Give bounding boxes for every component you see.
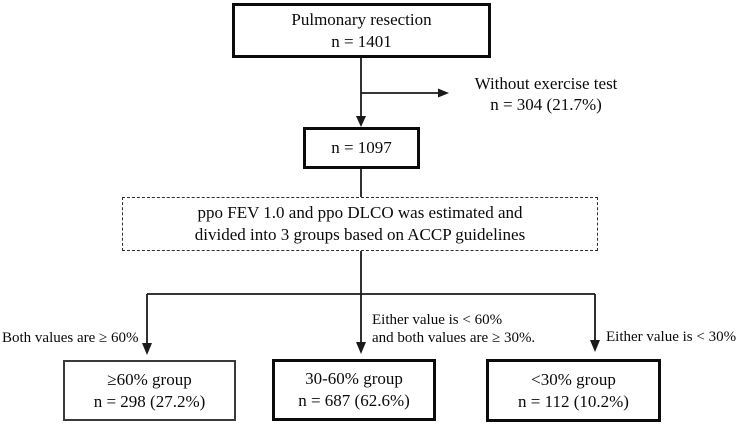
node-pulmonary-title: Pulmonary resection [291,9,432,29]
node-cohort-count: n = 1097 [331,138,392,158]
node-pulmonary-resection: Pulmonary resection n = 1401 [232,3,491,58]
branch-label-either-lt-60-line2: and both values are ≥ 30%. [372,330,536,346]
branch-label-either-lt-30: Either value is < 30% [606,329,737,345]
note-exclusion-count: n = 304 (21.7%) [490,95,602,114]
node-group-ge60-title: ≥60% group [107,369,192,389]
node-pulmonary-count: n = 1401 [331,31,392,51]
branch-label-both-ge-60: Both values are ≥ 60% [2,330,139,346]
node-group-lt30-count: n = 112 (10.2%) [518,391,629,411]
node-group-30-60-count: n = 687 (62.6%) [298,391,410,410]
arrowhead-down-middle [356,342,366,354]
node-group-lt30: <30% group n = 112 (10.2%) [486,359,661,422]
node-cohort: n = 1097 [303,127,420,169]
arrowhead-down-cohort [356,116,366,127]
node-criteria: ppo FEV 1.0 and ppo DLCO was estimated a… [122,197,598,251]
branch-label-either-lt-60: Either value is < 60% and both values ar… [372,311,535,347]
arrowhead-down-right [590,340,600,352]
node-criteria-line1: ppo FEV 1.0 and ppo DLCO was estimated a… [197,203,523,223]
node-group-ge60-count: n = 298 (27.2%) [93,391,206,411]
node-group-ge60: ≥60% group n = 298 (27.2%) [63,360,236,421]
node-group-30-60-title: 30-60% group [305,369,403,389]
branch-label-either-lt-60-line1: Either value is < 60% [372,312,503,328]
arrowhead-down-left [142,343,152,355]
node-group-30-60: 30-60% group n = 687 (62.6%) [272,359,436,421]
note-exclusion-title: Without exercise test [474,74,618,93]
node-criteria-line2: divided into 3 groups based on ACCP guid… [194,225,526,244]
node-group-lt30-title: <30% group [531,369,616,389]
arrowhead-right-exclusion [438,88,449,98]
note-exclusion: Without exercise test n = 304 (21.7%) [450,73,642,115]
